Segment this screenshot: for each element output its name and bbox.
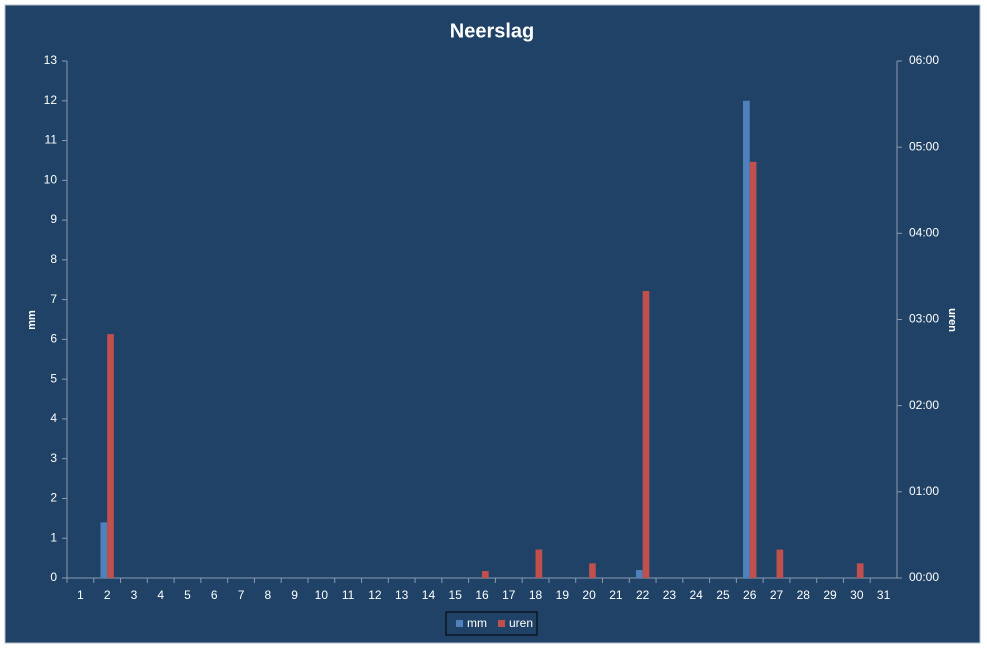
x-tick-label: 26	[743, 588, 757, 602]
bar	[856, 563, 864, 578]
y2-axis-label: uren	[946, 308, 958, 332]
y-tick-label: 7	[50, 292, 57, 306]
y-tick-label: 2	[50, 491, 57, 505]
y2-tick-label: 04:00	[909, 226, 939, 240]
x-tick-label: 24	[690, 588, 704, 602]
x-tick-label: 31	[877, 588, 891, 602]
legend-swatch	[456, 620, 463, 627]
bar	[635, 570, 643, 578]
x-tick-label: 4	[157, 588, 164, 602]
x-tick-label: 11	[342, 588, 355, 602]
x-tick-label: 29	[823, 588, 837, 602]
y-tick-label: 5	[50, 371, 57, 385]
x-tick-label: 15	[449, 588, 463, 602]
x-tick-label: 7	[238, 588, 245, 602]
y2-tick-label: 06:00	[909, 53, 939, 67]
x-tick-label: 16	[475, 588, 489, 602]
x-tick-label: 3	[131, 588, 138, 602]
x-tick-label: 20	[582, 588, 596, 602]
x-tick-label: 5	[184, 588, 191, 602]
x-tick-label: 9	[291, 588, 298, 602]
x-tick-label: 21	[609, 588, 623, 602]
y2-tick-label: 02:00	[909, 398, 939, 412]
y-tick-label: 9	[50, 212, 57, 226]
x-tick-label: 18	[529, 588, 543, 602]
x-tick-label: 2	[104, 588, 111, 602]
x-tick-label: 14	[422, 588, 436, 602]
x-tick-label: 28	[797, 588, 811, 602]
y-tick-label: 11	[45, 133, 58, 147]
bar	[535, 549, 543, 578]
legend-swatch	[498, 620, 505, 627]
x-tick-label: 30	[850, 588, 864, 602]
legend-label: mm	[467, 616, 487, 630]
y-tick-label: 0	[50, 570, 57, 584]
y2-tick-label: 01:00	[909, 484, 939, 498]
chart-background	[4, 4, 981, 644]
x-tick-label: 12	[368, 588, 382, 602]
y-tick-label: 6	[50, 332, 57, 346]
bar	[776, 549, 784, 578]
x-tick-label: 19	[556, 588, 570, 602]
y-tick-label: 12	[44, 93, 58, 107]
x-tick-label: 27	[770, 588, 784, 602]
x-tick-label: 10	[315, 588, 329, 602]
bar	[743, 100, 750, 579]
y-tick-label: 1	[50, 530, 57, 544]
x-tick-label: 25	[716, 588, 730, 602]
y2-tick-label: 00:00	[909, 570, 939, 584]
bar	[482, 571, 489, 578]
x-tick-label: 6	[211, 588, 218, 602]
y2-tick-label: 05:00	[909, 139, 939, 153]
y2-tick-label: 03:00	[909, 312, 939, 326]
chart-title: Neerslag	[450, 20, 535, 42]
y-tick-label: 3	[50, 451, 57, 465]
y-tick-label: 13	[44, 53, 58, 67]
x-tick-label: 1	[77, 588, 84, 602]
legend-box	[445, 611, 538, 636]
y-tick-label: 8	[50, 252, 57, 266]
bar	[642, 291, 650, 578]
bar	[589, 563, 596, 578]
x-tick-label: 8	[264, 588, 271, 602]
x-tick-label: 13	[395, 588, 409, 602]
bar	[100, 522, 108, 578]
x-tick-label: 23	[663, 588, 677, 602]
bar	[749, 161, 757, 578]
x-tick-label: 17	[502, 588, 516, 602]
y-tick-label: 10	[44, 172, 58, 186]
bar	[107, 334, 114, 578]
y-axis-label: mm	[26, 310, 38, 330]
legend-label: uren	[509, 616, 533, 630]
x-tick-label: 22	[636, 588, 650, 602]
y-tick-label: 4	[50, 411, 57, 425]
